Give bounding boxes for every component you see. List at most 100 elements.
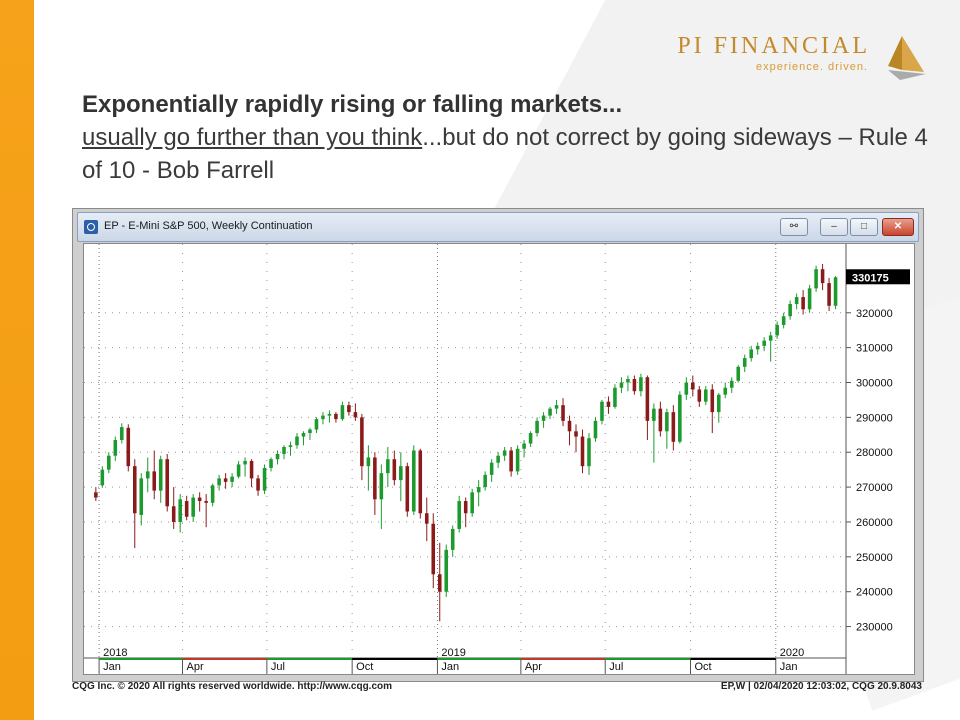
candle-body xyxy=(691,382,695,390)
candle-body xyxy=(729,380,734,388)
chart-window: EP - E-Mini S&P 500, Weekly Continuation… xyxy=(72,208,924,682)
candle-body xyxy=(788,304,792,317)
x-year-label: 2020 xyxy=(780,647,804,659)
candle-body xyxy=(684,382,689,395)
candle-body xyxy=(327,413,332,416)
candle-body xyxy=(574,431,578,437)
candle-body xyxy=(178,499,182,522)
candlestick-chart: 230000 240000 250000 260000 270000 280000 2900… xyxy=(84,244,910,674)
candle-body xyxy=(353,412,358,418)
y-tick-label: 250000 xyxy=(856,552,893,564)
headline-underlined: usually go further than you think xyxy=(82,124,423,151)
maximize-button[interactable]: □ xyxy=(850,218,878,236)
x-month-label: Jan xyxy=(780,661,798,673)
candle-body xyxy=(463,501,468,514)
candle-body xyxy=(580,436,585,467)
candle-body xyxy=(671,412,676,442)
candle-body xyxy=(132,466,137,514)
candle-body xyxy=(171,506,176,522)
y-tick-label: 230000 xyxy=(856,622,893,634)
last-price-label: 330175 xyxy=(852,272,889,284)
candle-body xyxy=(223,478,228,482)
sail-logo-icon xyxy=(888,36,926,80)
y-tick-label: 310000 xyxy=(856,343,893,355)
minimize-button[interactable]: – xyxy=(820,218,848,236)
candle-body xyxy=(522,443,526,449)
candle-body xyxy=(781,316,786,325)
footer-timestamp: EP,W | 02/04/2020 12:03:02, CQG 20.9.804… xyxy=(720,681,922,692)
candle-body xyxy=(100,469,105,486)
candle-body xyxy=(833,277,838,306)
candle-body xyxy=(515,448,520,472)
candle-body xyxy=(593,420,598,439)
last-price-box xyxy=(846,269,910,285)
candle-body xyxy=(379,473,384,500)
candle-body xyxy=(645,377,650,421)
candle-body xyxy=(509,450,513,472)
app-icon xyxy=(84,220,98,234)
headline-rest: ...but do not correct by going sideways … xyxy=(82,124,928,184)
candle-body xyxy=(470,492,474,514)
candle-body xyxy=(613,387,617,407)
candle-body xyxy=(152,471,157,491)
candle-body xyxy=(794,297,799,305)
candle-body xyxy=(814,269,818,289)
candle-body xyxy=(197,497,202,502)
candle-body xyxy=(295,436,299,446)
y-tick-label: 280000 xyxy=(856,447,893,459)
candle-body xyxy=(502,450,507,456)
candle-body xyxy=(548,408,552,416)
y-tick-label: 300000 xyxy=(856,377,893,389)
x-year-label: 2018 xyxy=(103,647,127,659)
candle-body xyxy=(204,501,208,503)
x-month-label: Apr xyxy=(525,661,542,673)
x-month-label: Jan xyxy=(441,661,459,673)
candle-body xyxy=(801,297,805,310)
candle-body xyxy=(476,487,481,493)
candle-body xyxy=(528,433,533,444)
y-tick-label: 290000 xyxy=(856,412,893,424)
x-month-label: Jul xyxy=(271,661,285,673)
candle-body xyxy=(431,523,436,575)
candle-body xyxy=(139,478,144,515)
link-button[interactable]: ⚯ xyxy=(780,218,808,236)
y-tick-label: 270000 xyxy=(856,482,893,494)
candle-body xyxy=(697,389,702,402)
candle-body xyxy=(418,450,423,514)
candle-body xyxy=(755,345,760,350)
candle-body xyxy=(191,497,195,517)
candle-body xyxy=(775,324,779,336)
candle-body xyxy=(301,433,306,437)
close-button[interactable]: ✕ xyxy=(882,218,914,236)
candle-body xyxy=(424,513,429,524)
logo-tagline: experience. driven. xyxy=(756,61,868,73)
candle-body xyxy=(412,450,416,512)
candle-body xyxy=(340,405,345,420)
candle-body xyxy=(126,427,131,467)
candle-body xyxy=(749,349,753,359)
candle-body xyxy=(373,457,377,500)
candle-body xyxy=(321,415,325,420)
candle-body xyxy=(145,471,150,479)
plot-area[interactable]: 230000 240000 250000 260000 270000 280000 2900… xyxy=(83,243,915,675)
x-year-label: 2019 xyxy=(441,647,465,659)
slide-headline: Exponentially rapidly rising or falling … xyxy=(82,88,932,187)
candle-body xyxy=(587,438,591,467)
x-month-label: Apr xyxy=(187,661,204,673)
candle-body xyxy=(541,415,546,421)
candle-body xyxy=(678,394,682,442)
y-tick-label: 260000 xyxy=(856,517,893,529)
candle-body xyxy=(314,419,319,430)
candle-body xyxy=(392,459,397,481)
company-logo: PI FINANCIAL experience. driven. xyxy=(630,30,930,82)
candle-body xyxy=(308,429,312,434)
candle-body xyxy=(366,457,371,467)
candle-body xyxy=(489,462,494,475)
candle-body xyxy=(249,460,254,479)
headline-bold: Exponentially rapidly rising or falling … xyxy=(82,91,623,118)
candle-body xyxy=(768,335,773,341)
candle-body xyxy=(626,379,630,383)
candle-body xyxy=(256,478,260,491)
candle-body xyxy=(210,485,215,503)
candle-body xyxy=(262,467,267,491)
